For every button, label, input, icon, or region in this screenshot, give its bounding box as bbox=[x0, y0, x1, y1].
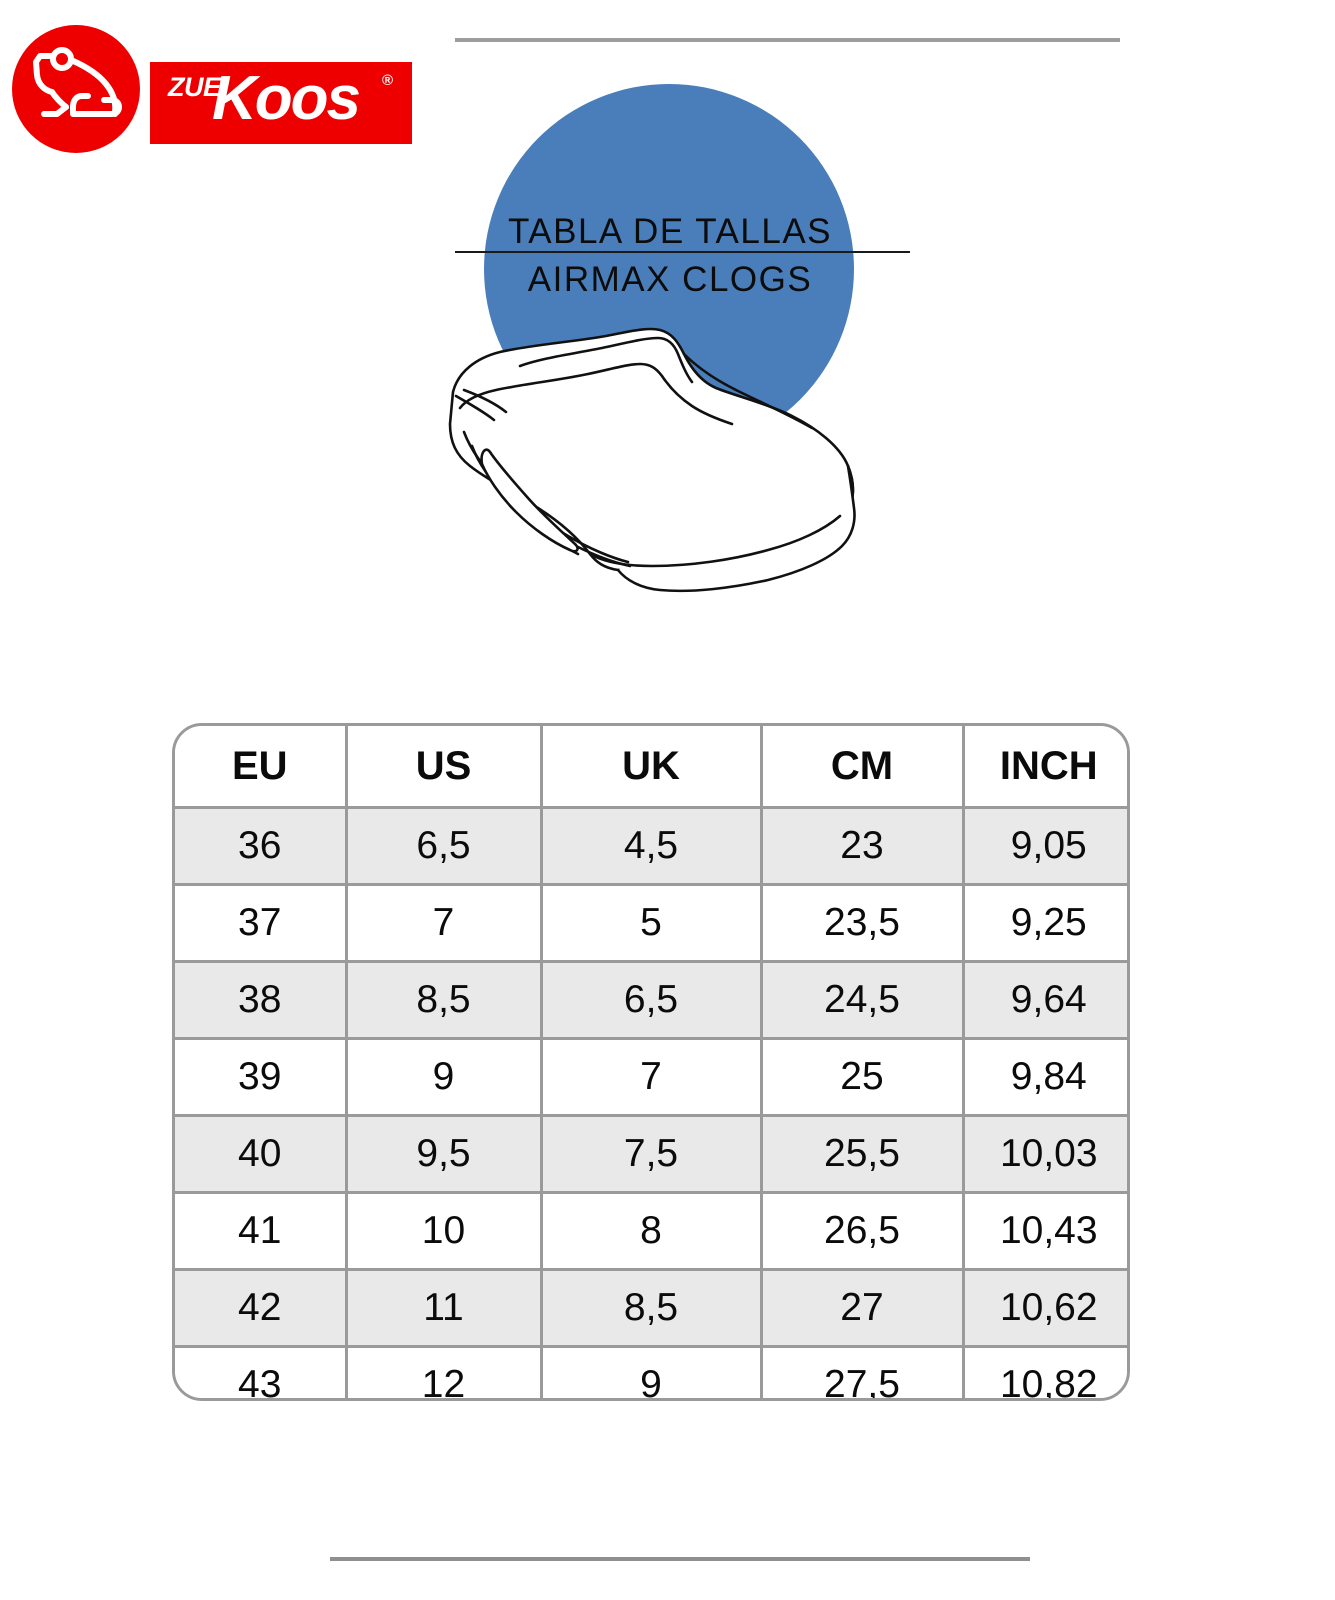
cell-uk: 8 bbox=[541, 1192, 763, 1271]
page-title-line-2: AIRMAX CLOGS bbox=[527, 260, 813, 299]
cell-cm: 26,5 bbox=[761, 1192, 965, 1271]
cell-us: 7 bbox=[346, 884, 543, 963]
hero-section: TABLA DE TALLAS AIRMAX CLOGS bbox=[0, 0, 1335, 660]
cell-inch: 10,62 bbox=[963, 1269, 1127, 1348]
cell-cm: 27 bbox=[761, 1269, 965, 1348]
logo-circle-badge bbox=[12, 25, 140, 153]
page-title: TABLA DE TALLAS AIRMAX CLOGS bbox=[400, 210, 940, 302]
cell-inch: 9,84 bbox=[963, 1038, 1127, 1117]
logo-wordmark-main: Koos bbox=[212, 64, 361, 133]
logo-wordmark-plate: ZUE Koos ® bbox=[150, 62, 412, 144]
logo-wordmark-prefix: ZUE bbox=[168, 72, 221, 102]
column-header-cm: CM bbox=[761, 726, 965, 809]
cell-eu: 40 bbox=[175, 1115, 348, 1194]
cell-inch: 10,43 bbox=[963, 1192, 1127, 1271]
cell-cm: 25 bbox=[761, 1038, 965, 1117]
cell-uk: 5 bbox=[541, 884, 763, 963]
logo-wordmark: ZUE Koos ® bbox=[150, 62, 412, 144]
cell-uk: 6,5 bbox=[541, 961, 763, 1040]
cell-uk: 7,5 bbox=[541, 1115, 763, 1194]
table-row: 37 7 5 23,5 9,25 bbox=[175, 884, 1127, 963]
top-divider-rule bbox=[455, 38, 1120, 42]
cell-uk: 8,5 bbox=[541, 1269, 763, 1348]
cell-cm: 24,5 bbox=[761, 961, 965, 1040]
cell-uk: 9 bbox=[541, 1346, 763, 1398]
cell-us: 8,5 bbox=[346, 961, 543, 1040]
column-header-eu: EU bbox=[175, 726, 348, 809]
title-underline-rule bbox=[455, 251, 910, 253]
cell-inch: 10,03 bbox=[963, 1115, 1127, 1194]
column-header-uk: UK bbox=[541, 726, 763, 809]
bottom-divider-rule bbox=[330, 1557, 1030, 1561]
table-row: 40 9,5 7,5 25,5 10,03 bbox=[175, 1115, 1127, 1194]
registered-trademark-icon: ® bbox=[382, 72, 394, 89]
cell-cm: 23 bbox=[761, 807, 965, 886]
table-row: 36 6,5 4,5 23 9,05 bbox=[175, 807, 1127, 886]
table-row: 41 10 8 26,5 10,43 bbox=[175, 1192, 1127, 1271]
cell-eu: 43 bbox=[175, 1346, 348, 1398]
cell-inch: 10,82 bbox=[963, 1346, 1127, 1398]
table-row: 38 8,5 6,5 24,5 9,64 bbox=[175, 961, 1127, 1040]
cell-us: 12 bbox=[346, 1346, 543, 1398]
cell-us: 6,5 bbox=[346, 807, 543, 886]
cell-us: 10 bbox=[346, 1192, 543, 1271]
cell-cm: 25,5 bbox=[761, 1115, 965, 1194]
cell-eu: 36 bbox=[175, 807, 348, 886]
column-header-us: US bbox=[346, 726, 543, 809]
column-header-inch: INCH bbox=[963, 726, 1127, 809]
size-chart-table-container: EU US UK CM INCH 36 6,5 4,5 23 9,05 37 7… bbox=[172, 723, 1130, 1401]
frog-icon bbox=[33, 47, 122, 117]
cell-us: 9 bbox=[346, 1038, 543, 1117]
cell-inch: 9,05 bbox=[963, 807, 1127, 886]
cell-uk: 7 bbox=[541, 1038, 763, 1117]
size-chart-table: EU US UK CM INCH 36 6,5 4,5 23 9,05 37 7… bbox=[175, 726, 1127, 1398]
cell-eu: 42 bbox=[175, 1269, 348, 1348]
brand-logo: ZUE Koos ® bbox=[12, 22, 412, 153]
cell-cm: 23,5 bbox=[761, 884, 965, 963]
cell-cm: 27,5 bbox=[761, 1346, 965, 1398]
cell-eu: 39 bbox=[175, 1038, 348, 1117]
cell-eu: 41 bbox=[175, 1192, 348, 1271]
table-row: 43 12 9 27,5 10,82 bbox=[175, 1346, 1127, 1398]
table-row: 39 9 7 25 9,84 bbox=[175, 1038, 1127, 1117]
cell-us: 9,5 bbox=[346, 1115, 543, 1194]
table-header-row: EU US UK CM INCH bbox=[175, 726, 1127, 809]
page-title-line-1: TABLA DE TALLAS bbox=[507, 212, 833, 251]
cell-uk: 4,5 bbox=[541, 807, 763, 886]
cell-eu: 37 bbox=[175, 884, 348, 963]
table-row: 42 11 8,5 27 10,62 bbox=[175, 1269, 1127, 1348]
cell-eu: 38 bbox=[175, 961, 348, 1040]
cell-inch: 9,25 bbox=[963, 884, 1127, 963]
cell-us: 11 bbox=[346, 1269, 543, 1348]
cell-inch: 9,64 bbox=[963, 961, 1127, 1040]
clog-shoe-illustration bbox=[448, 327, 856, 593]
